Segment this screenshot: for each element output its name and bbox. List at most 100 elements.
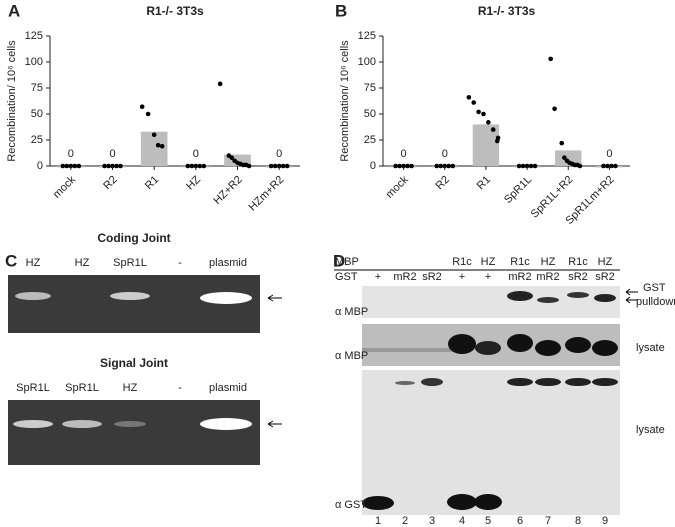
value-label: 0: [109, 148, 115, 160]
data-point: [548, 56, 553, 62]
y-tick-label: 125: [25, 30, 43, 42]
blot-band: [565, 337, 591, 353]
data-point: [151, 132, 157, 138]
y-axis-label: Recombination/ 10⁶ cells: [6, 40, 18, 162]
data-point: [528, 163, 534, 169]
data-point: [139, 104, 145, 110]
lane-number: 5: [485, 515, 491, 527]
lane-label: +: [459, 271, 465, 283]
lane-label: HZ: [481, 256, 496, 268]
chart-title: R1-/- 3T3s: [146, 4, 204, 18]
panel-letter: B: [335, 1, 347, 20]
x-tick-label: mock: [51, 173, 78, 200]
data-point: [114, 163, 119, 169]
lane-label: HZ: [26, 257, 41, 269]
data-point: [102, 163, 107, 169]
value-label: 0: [193, 148, 199, 160]
antibody-label: α MBP: [335, 306, 368, 318]
y-tick-label: 0: [370, 160, 376, 172]
data-point: [471, 100, 477, 105]
y-tick-label: 50: [31, 108, 43, 120]
data-point: [562, 155, 567, 160]
data-point: [438, 163, 444, 169]
lane-label: SpR1L: [16, 382, 50, 394]
lane-number: 8: [575, 515, 581, 527]
data-point: [601, 163, 606, 169]
y-tick-label: 100: [25, 56, 43, 68]
arrow: [267, 420, 282, 428]
data-point: [272, 163, 278, 169]
data-point: [76, 163, 82, 169]
value-label: 0: [606, 148, 612, 160]
value-label: 0: [276, 148, 282, 160]
data-point: [64, 163, 70, 169]
blot-note: lysate: [636, 424, 665, 436]
blot-band: [567, 292, 589, 298]
data-point: [434, 163, 440, 169]
lane-number: 7: [545, 515, 551, 527]
data-point: [159, 143, 165, 149]
panel-letter: D: [333, 251, 345, 270]
lane-number: 1: [375, 515, 381, 527]
gel: [8, 275, 260, 333]
data-point: [217, 81, 223, 87]
lane-label: HZ: [598, 256, 613, 268]
blot-band: [395, 381, 415, 385]
blot-band: [594, 294, 616, 302]
bar: [555, 150, 582, 166]
value-label: 0: [68, 148, 74, 160]
lane-number: 6: [517, 515, 523, 527]
chart-title: R1-/- 3T3s: [478, 4, 536, 18]
bar: [140, 131, 168, 166]
data-point: [409, 163, 414, 169]
data-point: [490, 127, 496, 132]
data-point: [393, 163, 398, 169]
data-point: [201, 163, 207, 169]
blot-band: [448, 334, 476, 354]
blot-band: [565, 378, 591, 386]
lane-label: sR2: [568, 271, 588, 283]
antibody-label: α MBP: [335, 350, 368, 362]
gel-title: Coding Joint: [97, 231, 170, 245]
lane-label: +: [375, 271, 381, 283]
data-point: [605, 163, 610, 169]
gel-band: [62, 420, 102, 428]
lane-label: R1c: [452, 256, 472, 268]
x-tick-label: HZm+R2: [247, 174, 287, 214]
data-point: [280, 163, 286, 169]
blot-note: GST: [643, 282, 666, 294]
blot-band: [362, 348, 452, 352]
data-point: [486, 120, 491, 125]
x-tick-label: R1: [475, 174, 493, 192]
panel-letter: A: [8, 1, 20, 20]
blot-band: [474, 494, 502, 510]
y-axis-label: Recombination/ 10⁶ cells: [339, 40, 351, 162]
data-point: [552, 106, 557, 112]
x-tick-label: mock: [384, 173, 411, 200]
data-point: [72, 163, 78, 169]
data-point: [450, 163, 456, 169]
data-point: [577, 163, 583, 169]
y-tick-label: 100: [358, 56, 376, 68]
data-point: [609, 163, 614, 169]
lane-label: mR2: [393, 271, 416, 283]
y-tick-label: 25: [31, 134, 43, 146]
blot-band: [592, 378, 618, 386]
data-point: [405, 163, 410, 169]
data-point: [197, 163, 203, 169]
lane-label: sR2: [595, 271, 615, 283]
gel-band: [15, 292, 51, 300]
bar: [224, 154, 251, 166]
data-point: [60, 163, 66, 169]
data-point: [516, 163, 522, 169]
data-point: [155, 142, 161, 148]
value-label: 0: [401, 148, 407, 160]
x-tick-label: R2: [433, 174, 451, 192]
data-point: [494, 138, 500, 144]
blot-band: [421, 378, 443, 386]
data-point: [246, 163, 252, 169]
blot-band: [475, 341, 501, 355]
x-tick-label: R1: [143, 174, 161, 192]
panel-letter: C: [5, 251, 17, 270]
